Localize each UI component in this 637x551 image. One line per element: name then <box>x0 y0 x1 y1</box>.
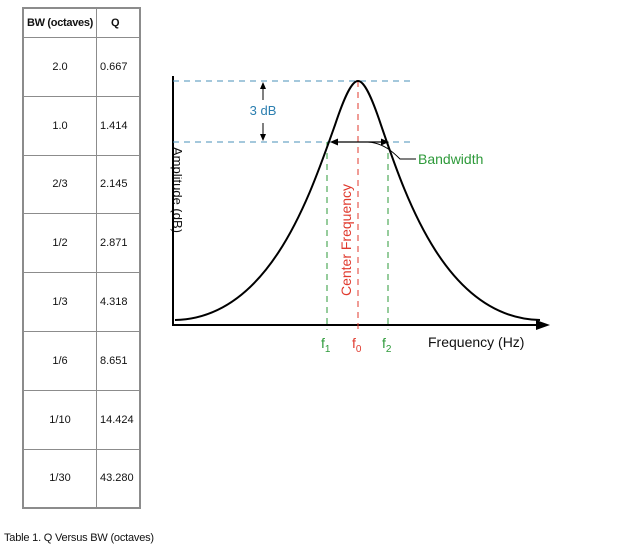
center-frequency-label: Center Frequency <box>338 184 354 296</box>
f1-marker: f1 <box>321 335 331 355</box>
q-cell: 2.871 <box>100 237 128 250</box>
f0-marker: f0 <box>352 335 362 355</box>
q-cell: 1.414 <box>100 119 128 132</box>
bw-cell: 2/3 <box>24 155 97 214</box>
db-label: 3 dB <box>250 103 277 118</box>
table-header-row: BW (octaves) Q <box>24 9 139 37</box>
q-cell: 0.667 <box>100 60 128 73</box>
table-row: 1/30 43.280 <box>24 448 139 508</box>
bandpass-curve <box>174 79 541 321</box>
table-row: 1/2 2.871 <box>24 213 139 273</box>
table-caption: Table 1. Q Versus BW (octaves) <box>4 532 154 544</box>
x-axis-label: Frequency (Hz) <box>428 334 524 350</box>
bandwidth-label: Bandwidth <box>418 151 483 167</box>
bandwidth-leader-line <box>367 141 416 160</box>
table-row: 2.0 0.667 <box>24 37 139 96</box>
f2-marker: f2 <box>382 335 392 355</box>
q-cell: 14.424 <box>100 413 134 426</box>
table-row: 1/6 8.651 <box>24 330 139 390</box>
bw-cell: 1/2 <box>24 214 97 273</box>
bw-cell: 1/3 <box>24 273 97 331</box>
table-row: 1/3 4.318 <box>24 272 139 331</box>
bw-cell: 1/30 <box>24 449 97 508</box>
db-arrow-down-head <box>260 134 266 141</box>
table-row: 1.0 1.414 <box>24 95 139 155</box>
bw-cell: 1.0 <box>24 96 97 155</box>
bw-cell: 1/6 <box>24 331 97 390</box>
bw-cell: 2.0 <box>24 38 97 96</box>
bandwidth-arrow-left-head <box>330 138 338 146</box>
table-row: 1/10 14.424 <box>24 389 139 449</box>
q-cell: 43.280 <box>100 472 134 485</box>
header-q: Q <box>111 17 120 29</box>
q-versus-bw-table: BW (octaves) Q 2.0 0.667 1.0 1.414 2/3 2… <box>22 7 141 510</box>
q-cell: 8.651 <box>100 354 128 367</box>
bandwidth-arrow-right-head <box>381 138 389 146</box>
q-cell: 2.145 <box>100 178 128 191</box>
header-bw: BW (octaves) <box>24 9 97 37</box>
db-arrow-up-head <box>260 82 266 89</box>
q-cell: 4.318 <box>100 296 128 309</box>
x-axis-arrow-head <box>536 320 550 330</box>
table-row: 2/3 2.145 <box>24 154 139 214</box>
bw-cell: 1/10 <box>24 390 97 449</box>
